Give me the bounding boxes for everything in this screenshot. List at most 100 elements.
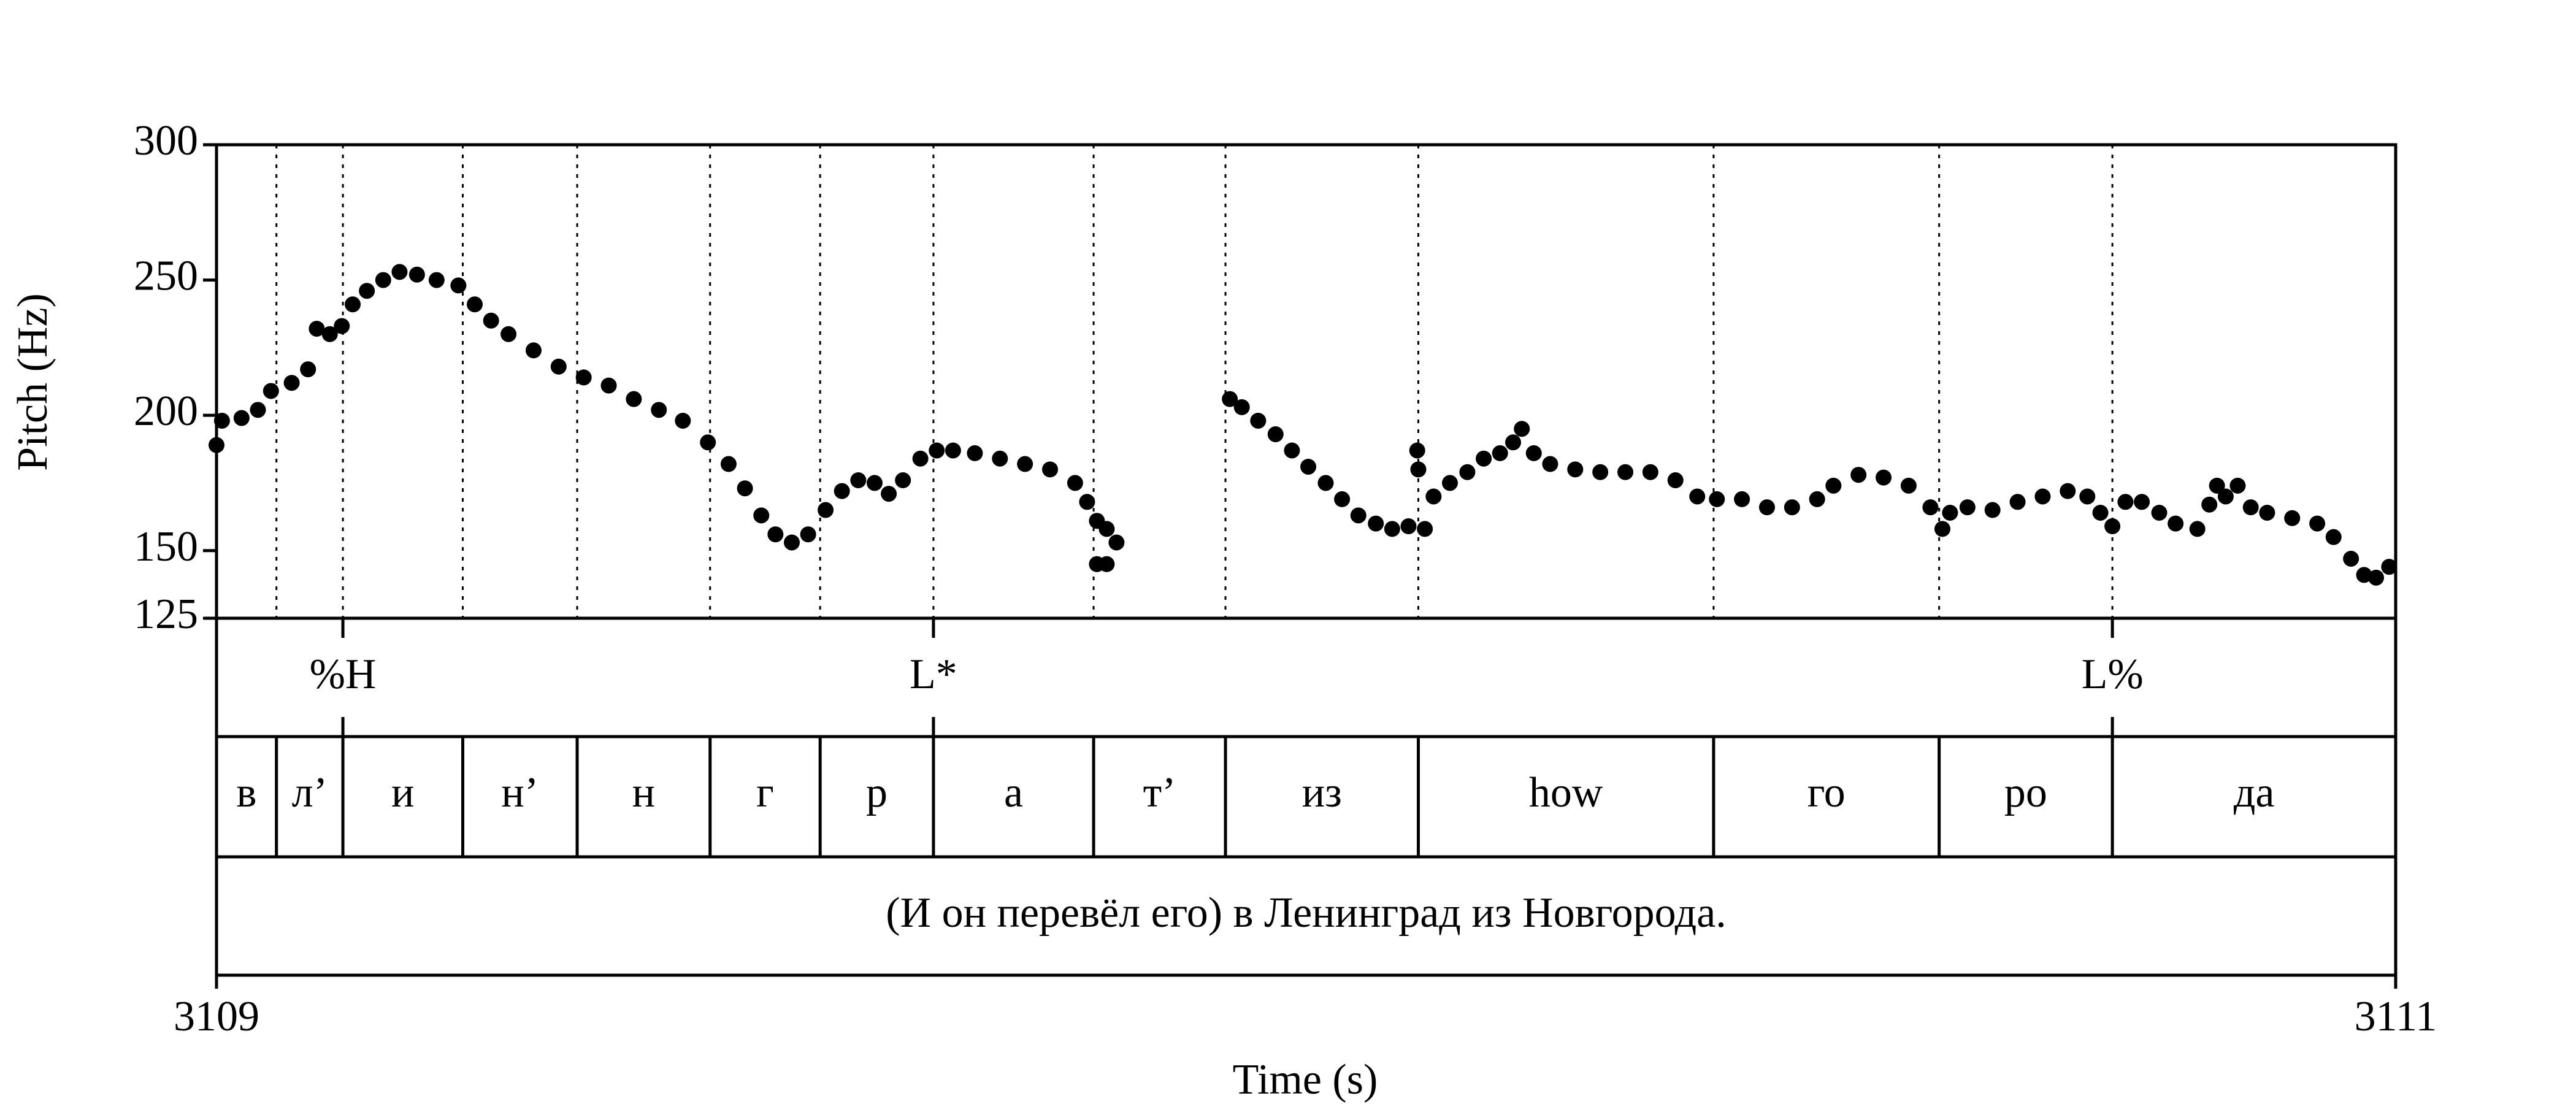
pitch-point — [1492, 445, 1508, 461]
pitch-point — [1514, 421, 1530, 437]
pitch-point — [408, 266, 425, 283]
pitch-point — [1384, 521, 1400, 537]
pitch-point — [321, 326, 338, 342]
pitch-point — [912, 450, 929, 467]
segment-label: р — [866, 769, 887, 816]
pitch-point — [250, 402, 266, 418]
segment-label: и — [391, 769, 414, 816]
pitch-point — [1300, 458, 1317, 475]
pitch-point — [1850, 467, 1867, 483]
sentence-label: (И он перевёл его) в Ленинград из Новгор… — [886, 889, 1727, 937]
pitch-point — [2229, 477, 2246, 494]
pitch-point — [1505, 434, 1522, 451]
pitch-point — [2368, 569, 2385, 586]
pitch-point — [1459, 464, 1476, 480]
pitch-point — [2117, 494, 2134, 510]
pitch-point — [1784, 499, 1800, 516]
y-tick-label: 300 — [134, 117, 198, 164]
segment-label: в — [236, 769, 256, 816]
pitch-point — [767, 526, 784, 543]
pitch-point — [1876, 469, 1892, 486]
pitch-point — [1825, 477, 1842, 494]
segment-label: how — [1529, 769, 1603, 816]
pitch-point — [1067, 475, 1083, 491]
y-tick-label: 125 — [134, 591, 198, 638]
pitch-point — [1042, 461, 1059, 478]
pitch-point — [2325, 529, 2342, 545]
segment-label: ро — [2004, 769, 2047, 816]
pitch-point — [467, 296, 483, 313]
pitch-point — [2060, 483, 2076, 499]
pitch-point — [2079, 488, 2096, 505]
pitch-point — [1368, 515, 1384, 532]
pitch-point — [1984, 502, 2001, 518]
pitch-point — [1758, 499, 1775, 516]
pitch-point — [1233, 399, 1250, 415]
pitch-point — [1400, 518, 1417, 535]
pitch-point — [2381, 559, 2398, 575]
pitch-point — [783, 534, 800, 551]
pitch-point — [213, 412, 230, 429]
pitch-point — [600, 377, 617, 394]
pitch-point — [2151, 504, 2168, 521]
pitch-point — [1317, 475, 1334, 491]
pitch-point — [1592, 464, 1609, 480]
pitch-point — [1689, 488, 1706, 505]
pitch-point — [1567, 461, 1584, 478]
pitch-point — [500, 326, 517, 342]
pitch-point — [850, 472, 867, 489]
pitch-point — [1542, 456, 1558, 472]
pitch-point — [945, 442, 961, 459]
pitch-point — [2104, 518, 2121, 535]
tone-label: L* — [910, 651, 957, 698]
segment-label: а — [1004, 769, 1023, 816]
pitch-point — [233, 410, 250, 426]
pitch-point — [1409, 442, 1425, 459]
pitch-point — [1017, 456, 1033, 472]
pitch-point — [1410, 461, 1427, 478]
pitch-point — [2189, 521, 2206, 537]
pitch-point — [1284, 442, 1300, 459]
x-tick-label: 3111 — [2355, 993, 2437, 1040]
segment-label: т’ — [1143, 769, 1176, 816]
y-tick-label: 200 — [134, 388, 198, 435]
pitch-point — [895, 472, 911, 489]
pitch-point — [1350, 507, 1367, 524]
pitch-point — [651, 402, 667, 418]
pitch-point — [1942, 504, 1958, 521]
x-axis-label: Time (s) — [1233, 1056, 1378, 1103]
plot-frame — [215, 143, 2398, 977]
pitch-point — [263, 383, 279, 399]
tone-label: %H — [310, 651, 377, 698]
y-axis-label: Pitch (Hz) — [9, 293, 56, 471]
pitch-point — [2309, 515, 2326, 532]
pitch-point — [1098, 556, 1115, 572]
pitch-point — [359, 283, 375, 299]
pitch-point — [1734, 491, 1750, 507]
pitch-point — [818, 502, 834, 518]
pitch-point — [2259, 504, 2275, 521]
pitch-point — [1667, 472, 1684, 489]
pitch-point — [2009, 494, 2026, 510]
pitch-point — [1334, 491, 1351, 507]
tone-label: L% — [2082, 651, 2144, 698]
pitch-point — [1441, 475, 1458, 491]
segment-label: из — [1302, 769, 1342, 816]
pitch-point — [2356, 567, 2372, 583]
pitch-point — [1476, 450, 1492, 467]
pitch-point — [720, 456, 737, 472]
segment-label: н’ — [501, 769, 539, 816]
pitch-point — [2343, 550, 2359, 567]
pitch-point — [1709, 491, 1725, 507]
pitch-point — [391, 264, 408, 280]
pitch-point — [2284, 510, 2301, 526]
pitch-point — [1425, 488, 1442, 505]
pitch-point — [1098, 521, 1115, 537]
pitch-point — [2168, 515, 2184, 532]
pitch-point — [2217, 488, 2234, 505]
pitch-point — [1108, 534, 1125, 551]
pitch-point — [483, 312, 499, 329]
y-tick-label: 150 — [134, 523, 198, 570]
pitch-point — [1417, 521, 1433, 537]
